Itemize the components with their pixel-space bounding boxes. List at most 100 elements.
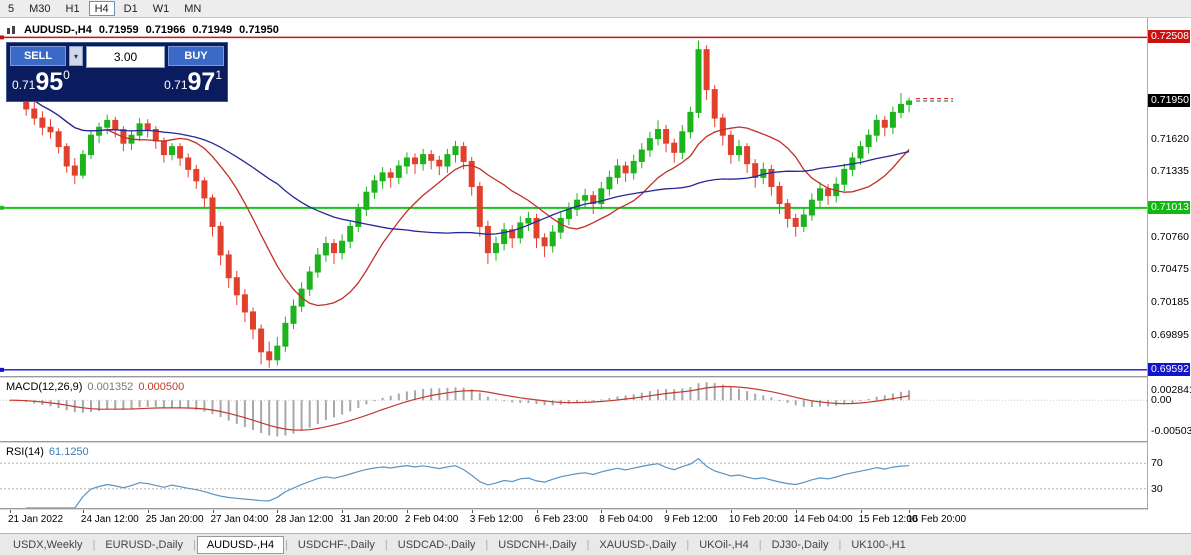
- macd-bar: [106, 400, 109, 410]
- candle: [752, 159, 759, 188]
- lower-line[interactable]: [0, 367, 1147, 372]
- macd-bar: [689, 387, 692, 401]
- tab-separator: |: [838, 538, 842, 551]
- candle: [290, 299, 297, 330]
- macd-bar: [632, 394, 635, 401]
- chart-tab-usdchf-daily[interactable]: USDCHF-,Daily: [297, 538, 375, 551]
- chart-tab-uk100-h1[interactable]: UK100-,H1: [851, 538, 906, 551]
- candle: [727, 130, 734, 164]
- chart-tab-dj30-daily[interactable]: DJ30-,Daily: [771, 538, 829, 551]
- sell-button[interactable]: SELL: [10, 46, 66, 66]
- sell-price[interactable]: 0.71 95 0: [12, 69, 70, 95]
- chart-tab-ukoil-h4[interactable]: UKOil-,H4: [699, 538, 749, 551]
- candle: [792, 213, 799, 237]
- macd-value-signal: 0.000500: [138, 381, 185, 393]
- candle: [468, 156, 475, 196]
- rsi-canvas[interactable]: [0, 444, 1147, 508]
- macd-bar: [891, 393, 894, 401]
- timeframe-button-m30[interactable]: M30: [23, 1, 56, 16]
- macd-bar: [908, 390, 911, 401]
- macd-bar: [616, 396, 619, 401]
- candle: [484, 220, 491, 265]
- time-tick: [212, 510, 214, 513]
- tab-separator: |: [586, 538, 590, 551]
- timeframe-button-h4[interactable]: H4: [88, 1, 115, 16]
- time-axis-label: 10 Feb 20:00: [728, 514, 788, 525]
- macd-bar: [673, 389, 676, 401]
- price-axis-label: 0.71620: [1151, 132, 1189, 145]
- candle: [225, 250, 232, 288]
- macd-bar: [754, 393, 757, 401]
- macd-bar: [446, 387, 449, 401]
- candle: [403, 152, 410, 174]
- macd-bar: [130, 400, 133, 409]
- candle: [509, 225, 516, 249]
- candle: [525, 211, 532, 231]
- lot-dropdown-button[interactable]: ▾: [69, 46, 83, 66]
- resistance-line[interactable]: [0, 35, 1147, 40]
- macd-bar: [681, 388, 684, 401]
- time-tick: [536, 510, 538, 513]
- macd-bar: [333, 400, 335, 418]
- macd-bar: [154, 400, 157, 407]
- chart-tab-xauusd-daily[interactable]: XAUUSD-,Daily: [599, 538, 677, 551]
- macd-bar: [349, 400, 352, 412]
- lot-size-input[interactable]: [86, 46, 165, 68]
- macd-bar: [576, 400, 578, 403]
- candle: [331, 238, 337, 265]
- chart-tab-usdcnh-daily[interactable]: USDCNH-,Daily: [498, 538, 577, 551]
- buy-price[interactable]: 0.71 97 1: [164, 69, 222, 95]
- price-axis[interactable]: 0.71620 0.71335 0.70760 0.70475 0.70185 0.698…: [1147, 18, 1191, 510]
- timeframe-button-mn[interactable]: MN: [178, 1, 207, 16]
- panel-separator[interactable]: [0, 508, 1191, 510]
- time-axis-label: 15 Feb 12:00: [858, 514, 918, 525]
- candle: [420, 148, 427, 171]
- price-axis-label: 0.69895: [1151, 329, 1189, 342]
- time-tick: [10, 510, 11, 513]
- macd-canvas[interactable]: [0, 379, 1147, 440]
- macd-bar: [405, 391, 408, 401]
- chart-tabs-bar: USDX,Weekly | EURUSD-,Daily | AUDUSD-,H4 | USD…: [0, 533, 1191, 555]
- candle: [517, 216, 524, 244]
- timeframe-button-d1[interactable]: D1: [118, 1, 144, 16]
- macd-bar: [729, 387, 732, 401]
- candle: [322, 236, 329, 262]
- macd-label: MACD(12,26,9) 0.001352 0.000500: [6, 381, 184, 393]
- macd-bar: [875, 396, 878, 401]
- tab-separator: |: [384, 538, 388, 551]
- time-tick: [82, 510, 84, 513]
- macd-bar: [851, 400, 854, 403]
- panel-separator[interactable]: [0, 441, 1191, 443]
- timeframe-button-w1[interactable]: W1: [147, 1, 176, 16]
- macd-bar: [843, 400, 846, 405]
- candle: [541, 233, 548, 258]
- candle: [185, 153, 192, 178]
- macd-bar: [697, 383, 700, 401]
- macd-bar: [810, 400, 813, 408]
- macd-bar: [738, 388, 740, 401]
- macd-bar: [462, 387, 465, 401]
- macd-bar: [802, 400, 805, 407]
- macd-bar: [162, 400, 165, 408]
- timeframe-button-5[interactable]: 5: [2, 1, 20, 16]
- timeframe-button-h1[interactable]: H1: [60, 1, 86, 16]
- trade-prices-row: 0.71 95 0 0.71 97 1: [10, 66, 224, 98]
- candle: [865, 129, 872, 154]
- chart-tab-audusd-h4[interactable]: AUDUSD-,H4: [196, 535, 285, 554]
- sell-price-base: 0.71: [12, 78, 36, 92]
- buy-button[interactable]: BUY: [168, 46, 224, 66]
- chart-tab-usdcad-daily[interactable]: USDCAD-,Daily: [397, 538, 476, 551]
- chart-tab-usdx-weekly[interactable]: USDX,Weekly: [13, 538, 83, 551]
- macd-bar: [284, 400, 287, 436]
- panel-separator[interactable]: [0, 376, 1191, 378]
- buy-price-fraction: 1: [215, 68, 222, 82]
- time-axis[interactable]: 21 Jan 2022 24 Jan 12:00 25 Jan 20:00 27 Ja…: [0, 510, 1147, 528]
- candle: [71, 158, 78, 185]
- macd-bar: [179, 400, 182, 408]
- candle: [347, 220, 354, 249]
- candle: [104, 114, 111, 135]
- buy-price-base: 0.71: [164, 78, 188, 92]
- chart-tab-eurusd-daily[interactable]: EURUSD-,Daily: [105, 538, 183, 551]
- candle: [898, 93, 904, 119]
